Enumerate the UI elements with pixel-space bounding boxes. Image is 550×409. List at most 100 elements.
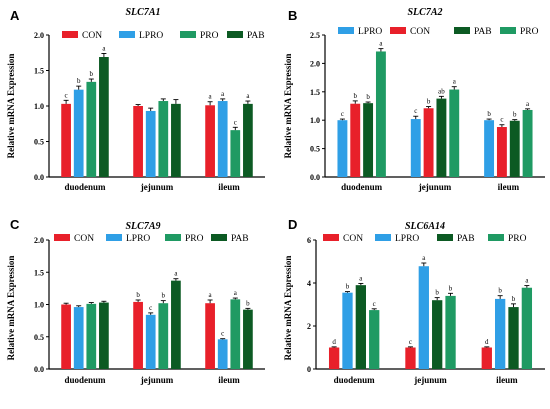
legend-swatch: [62, 31, 78, 38]
bar: [496, 127, 507, 177]
y-tick-label: 0.5: [310, 145, 320, 154]
significance-label: c: [65, 91, 68, 99]
legend-label: PRO: [508, 234, 527, 244]
significance-label: c: [149, 304, 152, 312]
significance-label: c: [373, 300, 376, 308]
significance-label: b: [136, 291, 140, 299]
significance-label: a: [359, 274, 363, 282]
legend-swatch: [180, 31, 196, 38]
bar: [73, 89, 84, 177]
legend-label: PRO: [200, 31, 219, 41]
significance-label: a: [102, 44, 106, 52]
bar: [133, 301, 143, 369]
bar: [350, 103, 361, 177]
bar: [243, 103, 253, 177]
x-tick-label: jejunum: [140, 182, 174, 192]
y-axis-label: Relative mRNA Expression: [283, 256, 293, 361]
significance-label: c: [341, 110, 344, 118]
legend-label: LPRO: [139, 31, 163, 41]
significance-label: b: [512, 295, 516, 303]
bar: [436, 98, 447, 177]
significance-label: a: [453, 78, 457, 86]
y-tick-label: 1.5: [310, 88, 320, 97]
legend-swatch: [454, 27, 470, 34]
x-tick-label: ileum: [498, 182, 520, 192]
y-tick-label: 0.5: [34, 138, 44, 147]
significance-label: c: [409, 338, 412, 346]
y-tick-label: 2.0: [34, 31, 44, 40]
panel-letter: C: [10, 217, 20, 232]
legend-swatch: [106, 234, 122, 241]
legend-swatch: [54, 234, 70, 241]
x-tick-label: ileum: [218, 375, 240, 385]
legend-swatch: [323, 234, 339, 241]
y-axis-label: Relative mRNA Expression: [6, 256, 16, 361]
y-tick-label: 1.0: [310, 116, 320, 125]
bar: [145, 110, 156, 177]
x-tick-label: jejunum: [140, 375, 174, 385]
panel-letter: B: [288, 8, 297, 23]
significance-label: c: [500, 116, 503, 124]
x-tick-label: ileum: [496, 375, 518, 385]
y-tick-label: 2.0: [310, 59, 320, 68]
bar: [521, 287, 533, 369]
bar: [342, 292, 353, 369]
significance-label: b: [77, 77, 81, 85]
significance-label: c: [221, 330, 224, 338]
y-tick-label: 0: [307, 365, 311, 374]
bar: [418, 266, 429, 369]
axes: 0 2 4 6 duodenum jejunum ileum: [307, 236, 545, 385]
legend-swatch: [500, 27, 516, 34]
bar: [508, 307, 519, 369]
gene-title: SLC7A9: [125, 221, 160, 232]
legend-label: CON: [343, 234, 363, 244]
significance-label: a: [209, 291, 213, 299]
significance-label: b: [346, 283, 350, 291]
significance-label: b: [513, 111, 517, 119]
x-tick-label: duodenum: [64, 375, 106, 385]
significance-label: a: [209, 93, 213, 101]
bar: [171, 103, 181, 177]
legend-label: LPRO: [395, 234, 419, 244]
legend-label: CON: [410, 27, 430, 37]
bar: [61, 304, 71, 369]
y-tick-label: 4: [307, 279, 311, 288]
bar: [205, 303, 215, 369]
bar: [73, 307, 84, 369]
bar: [158, 303, 169, 369]
gene-title: SLC6A14: [405, 221, 445, 232]
bar: [432, 300, 443, 369]
y-tick-label: 1.0: [34, 102, 44, 111]
y-tick-label: 0.0: [34, 173, 44, 182]
bar: [99, 302, 109, 369]
y-tick-label: 0.5: [34, 333, 44, 342]
bar: [423, 108, 434, 177]
y-tick-label: 2.0: [34, 236, 44, 245]
bar: [369, 310, 380, 369]
bar: [171, 280, 181, 369]
axes: 0.0 0.5 1.0 1.5 2.0 2.5 duodenum jejunum ileum: [310, 31, 545, 192]
gene-title: SLC7A2: [407, 7, 442, 18]
significance-label: b: [449, 284, 453, 292]
y-tick-label: 6: [307, 236, 311, 245]
bar: [449, 89, 460, 177]
bar: [509, 120, 520, 177]
legend-swatch: [375, 234, 391, 241]
y-tick-label: 1.5: [34, 67, 44, 76]
significance-label: d: [485, 338, 489, 346]
legend-swatch: [338, 27, 354, 34]
x-tick-label: duodenum: [64, 182, 106, 192]
significance-label: b: [90, 70, 94, 78]
significance-label: b: [435, 289, 439, 297]
significance-label: b: [246, 299, 250, 307]
y-tick-label: 0.0: [34, 365, 44, 374]
significance-label: a: [526, 100, 530, 108]
legend-label: LPRO: [358, 27, 382, 37]
bar: [158, 101, 169, 177]
legend: CON LPRO PAB PRO: [323, 234, 527, 244]
panel-a: A SLC7A1 Relative mRNA Expression CON LPR…: [6, 7, 265, 192]
gene-title: SLC7A1: [125, 7, 160, 18]
x-tick-label: ileum: [218, 182, 240, 192]
